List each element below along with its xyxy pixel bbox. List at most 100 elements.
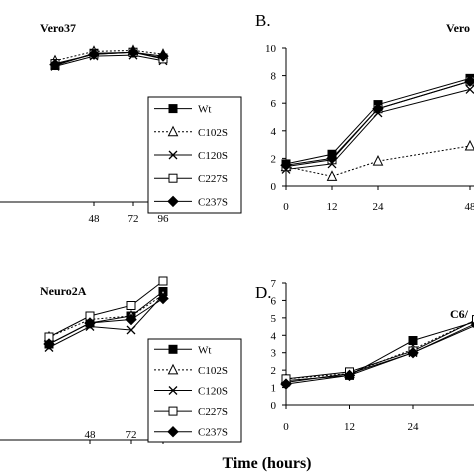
x-tick-label: 12 xyxy=(344,421,355,433)
x-tick-label: 96 xyxy=(158,213,170,225)
y-tick-label: 6 xyxy=(271,98,277,110)
series-group xyxy=(280,73,474,181)
point-c237s xyxy=(280,378,292,390)
y-tick-label: 1 xyxy=(271,383,277,395)
legend-label-c120s: C120S xyxy=(198,386,228,398)
legend-marker-c237s xyxy=(167,425,179,438)
x-tick-label: 48 xyxy=(465,201,474,213)
legend-marker-c102s xyxy=(167,125,179,137)
series-line-c227s xyxy=(285,80,471,168)
series-line-c102s xyxy=(48,294,164,338)
panel-letter: D. xyxy=(255,283,272,302)
legend-marker-c102s xyxy=(167,363,179,375)
x-tick-label: 72 xyxy=(126,429,137,441)
point-c237s xyxy=(407,347,419,359)
point-c237s xyxy=(470,321,474,329)
x-tick-label: 0 xyxy=(283,201,289,213)
point-c102s xyxy=(372,155,384,166)
y-tick-label: 7 xyxy=(271,278,277,290)
series-group xyxy=(49,44,169,71)
series-line-wt xyxy=(285,321,474,382)
legend-top: Wt C102S C120S C227S C237S xyxy=(147,96,242,214)
point-c102s xyxy=(464,139,474,151)
legend-label-c120s: C120S xyxy=(198,150,228,162)
legend-label-c102s: C102S xyxy=(198,127,228,139)
series-line-c120s xyxy=(48,294,164,348)
x-tick-label: 24 xyxy=(408,421,420,433)
legend-label-wt: Wt xyxy=(198,104,211,116)
point-c237s xyxy=(464,75,474,87)
panel-letter: B. xyxy=(255,11,271,30)
panel-title: Vero37 xyxy=(40,21,76,35)
y-tick-label: 0 xyxy=(271,181,277,193)
point-c237s xyxy=(372,103,384,115)
y-tick-label: 0 xyxy=(271,400,277,412)
y-tick-label: 5 xyxy=(271,313,277,325)
point-c237s xyxy=(84,317,96,329)
series-line-c120s xyxy=(285,88,471,170)
series-line-c102s xyxy=(54,49,164,62)
y-tick-label: 2 xyxy=(271,153,277,165)
legend-marker-c120s xyxy=(168,386,178,395)
y-tick-label: 10 xyxy=(265,43,277,55)
x-tick-label: 12 xyxy=(327,201,338,213)
point-c237s xyxy=(343,369,356,382)
y-tick-label: 2 xyxy=(271,365,277,377)
series-line-c120s xyxy=(285,323,474,383)
point-c237s xyxy=(127,46,139,59)
series-line-c237s xyxy=(285,325,474,385)
point-c237s xyxy=(157,292,169,305)
point-c120s xyxy=(126,325,136,335)
point-c227s xyxy=(126,301,136,310)
panel-title: Neuro2A xyxy=(40,284,87,298)
point-c227s xyxy=(472,315,474,325)
legend-marker-c227s xyxy=(168,406,178,416)
point-c227s xyxy=(158,276,168,286)
legend-marker-wt xyxy=(168,104,178,114)
point-c237s xyxy=(88,48,100,60)
point-c237s xyxy=(43,338,55,350)
point-c120s xyxy=(465,84,474,94)
y-tick-label: 4 xyxy=(271,330,277,342)
series-line-c237s xyxy=(285,80,471,166)
legend-marker-c237s xyxy=(167,195,179,208)
legend-marker-wt xyxy=(168,344,178,354)
point-c237s xyxy=(49,58,61,71)
legend-marker-c120s xyxy=(168,150,178,160)
x-axis-label: Time (hours) xyxy=(222,455,311,472)
point-c237s xyxy=(280,159,292,172)
panel-1: Vero37 48 72 96 xyxy=(0,21,188,225)
panel-3: Neuro2A487296 xyxy=(0,276,188,444)
legend-label-c102s: C102S xyxy=(198,365,228,377)
legend-label-wt: Wt xyxy=(198,344,211,356)
point-c237s xyxy=(326,152,338,165)
series-line-c102s xyxy=(285,320,474,380)
series-line-c227s xyxy=(48,280,164,338)
point-c237s xyxy=(157,50,169,62)
series-line-c237s xyxy=(54,51,164,66)
series-line-c237s xyxy=(48,298,164,345)
series-line-c120s xyxy=(54,54,164,67)
legend-label-c227s: C227S xyxy=(198,173,228,185)
panel-title: Vero xyxy=(446,21,470,35)
panel-title: C6/ xyxy=(450,307,469,321)
point-c237s xyxy=(125,313,137,326)
y-tick-label: 6 xyxy=(271,295,277,307)
legend-marker-c227s xyxy=(168,173,178,183)
point-c102s xyxy=(326,170,338,181)
x-tick-label: 72 xyxy=(128,213,139,225)
series-group xyxy=(280,315,474,390)
legend-label-c237s: C237S xyxy=(198,427,228,439)
legend-label-c227s: C227S xyxy=(198,406,228,418)
series-group xyxy=(43,276,169,352)
x-tick-label: 48 xyxy=(85,429,97,441)
series-line-c227s xyxy=(285,320,474,380)
y-tick-label: 4 xyxy=(271,126,277,138)
y-tick-label: 8 xyxy=(271,71,277,83)
y-tick-label: 3 xyxy=(271,348,277,360)
legend-bottom: Wt C102S C120S C227S C237S xyxy=(147,338,242,443)
